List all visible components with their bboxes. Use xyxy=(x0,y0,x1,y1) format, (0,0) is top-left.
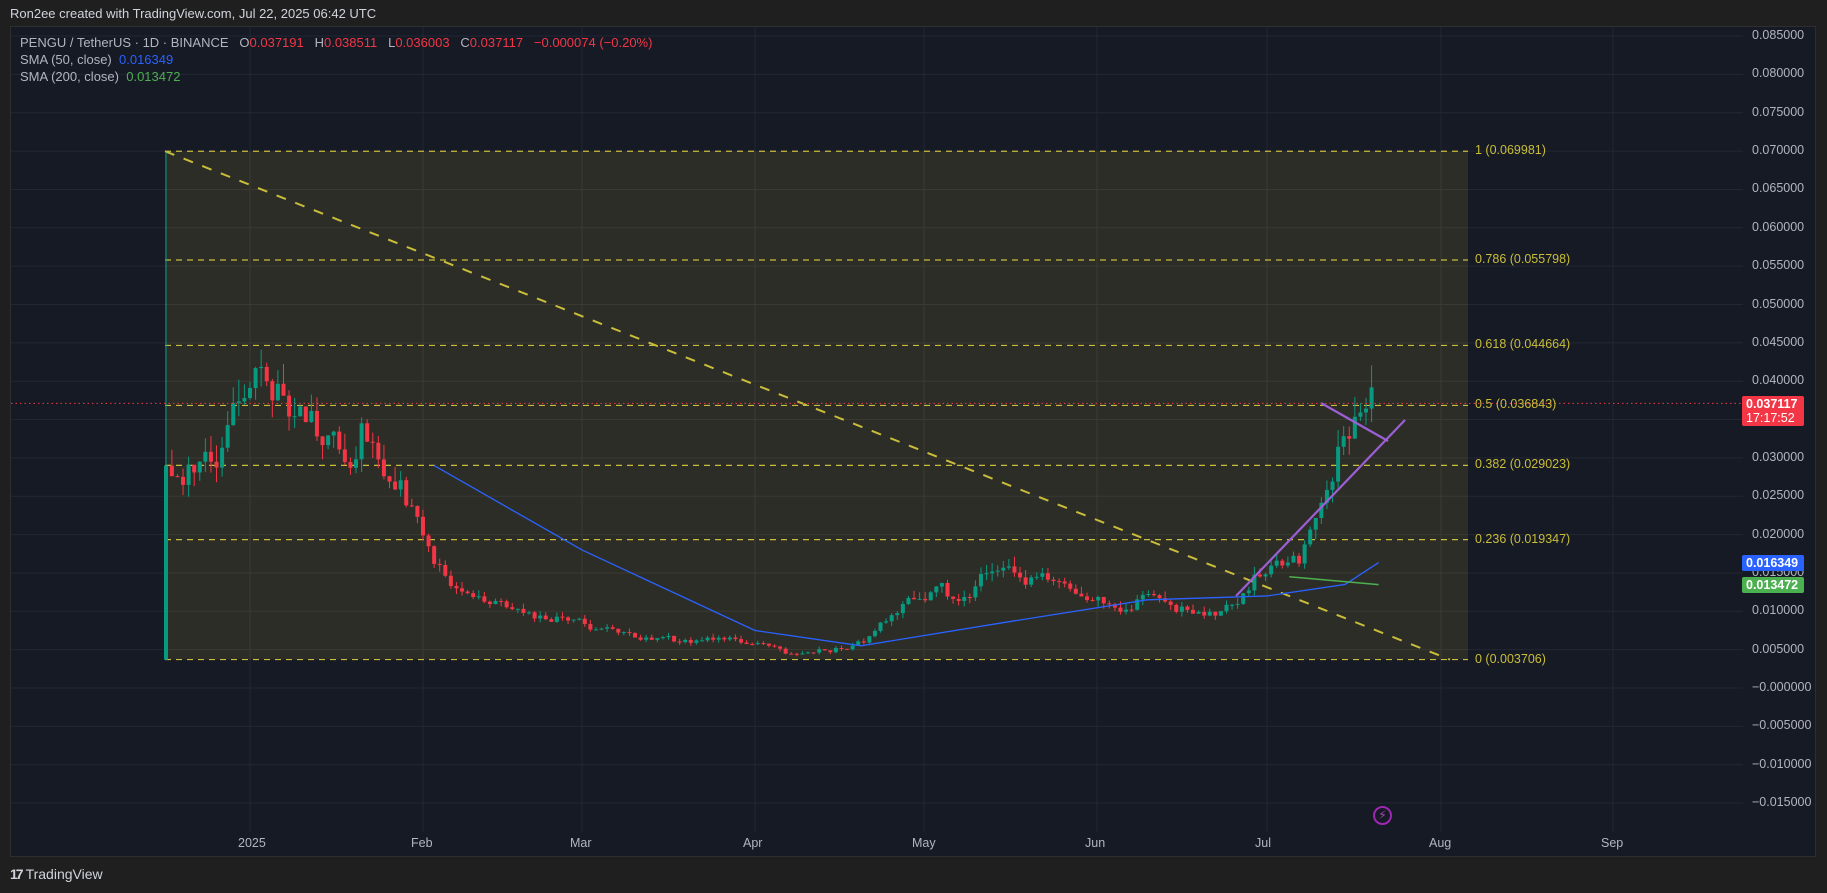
tradingview-logo[interactable]: 17 TradingView xyxy=(10,866,103,882)
fib-level-label: 0.236 (0.019347) xyxy=(1475,531,1571,546)
time-tick-label: Sep xyxy=(1601,836,1624,850)
open-value: 0.037191 xyxy=(249,35,304,50)
fib-level-label: 0.618 (0.044664) xyxy=(1475,337,1571,352)
price-tick-label: 0.075000 xyxy=(1752,104,1805,119)
close-label: C xyxy=(460,35,470,50)
symbol-row[interactable]: PENGU / TetherUS · 1D · BINANCE O0.03719… xyxy=(20,34,652,51)
price-tick-label: 0.060000 xyxy=(1752,219,1805,234)
high-label: H xyxy=(314,35,324,50)
sma50-label[interactable]: SMA (50, close) xyxy=(20,52,112,67)
fib-level-label: 0 (0.003706) xyxy=(1475,651,1546,666)
last-price: 0.037117 xyxy=(1746,397,1798,411)
low-label: L xyxy=(388,35,396,50)
close-value: 0.037117 xyxy=(469,35,524,50)
lightning-event-icon[interactable]: ⚡ xyxy=(1373,806,1392,825)
time-tick-label: Jul xyxy=(1255,836,1271,850)
price-tick-label: 0.050000 xyxy=(1752,296,1805,311)
time-tick-label: Jun xyxy=(1085,836,1106,850)
time-tick-label: 2025 xyxy=(238,836,266,850)
price-tick-label: 0.080000 xyxy=(1752,66,1805,81)
chart-credit: Ron2ee created with TradingView.com, Jul… xyxy=(10,6,377,21)
fib-level-label: 1 (0.069981) xyxy=(1475,143,1546,158)
sma200-row[interactable]: SMA (200, close) 0.013472 xyxy=(20,68,652,85)
symbol-title[interactable]: PENGU / TetherUS · 1D · BINANCE xyxy=(20,35,229,50)
time-tick-label: Feb xyxy=(411,836,433,850)
price-tick-label: 0.055000 xyxy=(1752,258,1805,273)
sma50-price-tag: 0.016349 xyxy=(1742,555,1804,571)
fib-level-label: 0.382 (0.029023) xyxy=(1475,457,1571,472)
sma200-value: 0.013472 xyxy=(126,69,181,84)
price-tick-label: 0.085000 xyxy=(1752,28,1805,43)
price-tick-label: 0.010000 xyxy=(1752,603,1805,618)
price-tick-label: −0.000000 xyxy=(1752,680,1812,694)
price-tick-label: 0.030000 xyxy=(1752,449,1805,464)
price-tick-label: 0.020000 xyxy=(1752,526,1805,541)
brand-name: TradingView xyxy=(25,866,103,882)
sma200-label[interactable]: SMA (200, close) xyxy=(20,69,119,84)
price-tick-label: 0.065000 xyxy=(1752,181,1805,196)
price-tick-label: 0.040000 xyxy=(1752,373,1805,388)
last-price-tag: 0.037117 17:17:52 xyxy=(1742,396,1804,426)
time-tick-label: May xyxy=(912,836,936,850)
bar-countdown: 17:17:52 xyxy=(1746,411,1795,425)
time-tick-label: Aug xyxy=(1429,836,1452,850)
fib-level-label: 0.5 (0.036843) xyxy=(1475,397,1557,412)
sma50-row[interactable]: SMA (50, close) 0.016349 xyxy=(20,51,652,68)
sma200-price-tag: 0.013472 xyxy=(1742,577,1804,593)
price-tick-label: 0.045000 xyxy=(1752,334,1805,349)
high-value: 0.038511 xyxy=(323,35,378,50)
low-value: 0.036003 xyxy=(395,35,450,50)
price-tick-label: −0.005000 xyxy=(1752,718,1812,733)
price-tick-label: 0.005000 xyxy=(1752,641,1805,656)
price-tick-label: 0.070000 xyxy=(1752,143,1805,158)
price-tick-label: −0.010000 xyxy=(1752,756,1812,771)
sma50-value: 0.016349 xyxy=(119,52,174,67)
fib-level-label: 0.786 (0.055798) xyxy=(1475,252,1571,267)
time-tick-label: Apr xyxy=(743,836,763,850)
open-label: O xyxy=(239,35,250,50)
chart-legend: PENGU / TetherUS · 1D · BINANCE O0.03719… xyxy=(20,34,652,85)
price-tick-label: 0.025000 xyxy=(1752,488,1805,503)
change-value: −0.000074 (−0.20%) xyxy=(533,35,653,50)
price-tick-label: −0.015000 xyxy=(1752,795,1812,810)
time-tick-label: Mar xyxy=(570,836,592,850)
tradingview-mark-icon: 17 xyxy=(10,866,24,882)
